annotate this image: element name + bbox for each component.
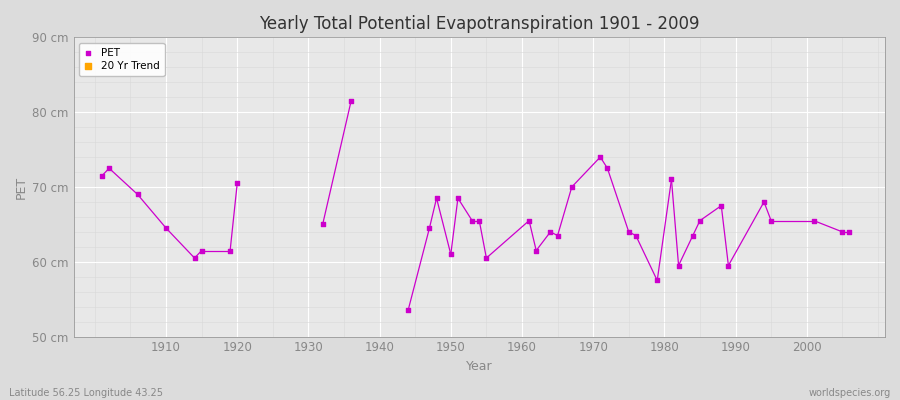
PET <box>622 229 636 235</box>
PET <box>693 218 707 224</box>
PET <box>564 184 579 190</box>
PET <box>444 251 458 258</box>
PET <box>130 191 145 198</box>
PET <box>422 225 436 231</box>
PET <box>835 229 850 235</box>
PET <box>650 277 664 284</box>
PET <box>806 218 821 224</box>
X-axis label: Year: Year <box>466 360 492 373</box>
PET <box>721 262 735 269</box>
PET <box>194 247 209 254</box>
Y-axis label: PET: PET <box>15 175 28 198</box>
PET <box>344 98 358 104</box>
PET <box>472 218 487 224</box>
PET <box>187 255 202 261</box>
PET <box>551 232 565 239</box>
Text: Latitude 56.25 Longitude 43.25: Latitude 56.25 Longitude 43.25 <box>9 388 163 398</box>
Text: worldspecies.org: worldspecies.org <box>809 388 891 398</box>
PET <box>764 218 778 224</box>
Legend: PET, 20 Yr Trend: PET, 20 Yr Trend <box>78 42 165 76</box>
Title: Yearly Total Potential Evapotranspiration 1901 - 2009: Yearly Total Potential Evapotranspiratio… <box>259 15 699 33</box>
PET <box>757 199 771 205</box>
PET <box>223 247 238 254</box>
PET <box>230 180 245 186</box>
PET <box>593 154 608 160</box>
PET <box>479 255 493 261</box>
PET <box>664 176 679 183</box>
PET <box>451 195 465 201</box>
PET <box>400 307 415 314</box>
PET <box>94 172 109 179</box>
PET <box>600 165 615 172</box>
PET <box>102 165 116 172</box>
PET <box>544 229 558 235</box>
PET <box>714 202 728 209</box>
PET <box>429 195 444 201</box>
PET <box>686 232 700 239</box>
PET <box>671 262 686 269</box>
PET <box>522 218 536 224</box>
PET <box>629 232 643 239</box>
PET <box>529 247 544 254</box>
PET <box>316 221 330 228</box>
PET <box>465 218 480 224</box>
PET <box>159 225 174 231</box>
PET <box>842 229 857 235</box>
